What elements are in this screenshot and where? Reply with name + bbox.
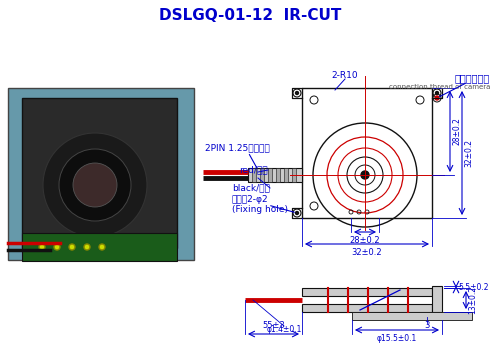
Circle shape bbox=[73, 163, 117, 207]
Circle shape bbox=[361, 171, 369, 179]
Bar bbox=[292, 168, 296, 182]
Text: 28±0.2: 28±0.2 bbox=[350, 236, 380, 245]
Text: black/黑线: black/黑线 bbox=[232, 183, 270, 193]
Bar bbox=[352, 312, 472, 320]
Bar bbox=[432, 286, 442, 312]
Bar bbox=[252, 168, 256, 182]
Text: 5.5±0.2: 5.5±0.2 bbox=[458, 282, 488, 291]
Text: (Fixing hole): (Fixing hole) bbox=[232, 206, 288, 215]
Circle shape bbox=[84, 244, 90, 250]
Bar bbox=[284, 168, 288, 182]
Text: φ15.5±0.1: φ15.5±0.1 bbox=[377, 334, 417, 343]
Circle shape bbox=[435, 96, 439, 100]
Bar bbox=[248, 168, 302, 182]
Text: 32±0.2: 32±0.2 bbox=[352, 248, 382, 257]
Text: 3: 3 bbox=[424, 321, 430, 331]
Bar bbox=[302, 304, 432, 312]
Text: 28±0.2: 28±0.2 bbox=[452, 118, 461, 145]
Bar bbox=[8, 88, 194, 260]
Text: red/红线: red/红线 bbox=[240, 166, 268, 175]
Bar bbox=[302, 288, 432, 296]
Circle shape bbox=[69, 244, 75, 250]
Text: connection thread of camera: connection thread of camera bbox=[388, 84, 490, 90]
Text: 32±0.2: 32±0.2 bbox=[464, 139, 473, 167]
Text: 镜头接驳螺纹: 镜头接驳螺纹 bbox=[455, 73, 490, 83]
Circle shape bbox=[39, 244, 45, 250]
Bar bbox=[302, 88, 432, 218]
Bar bbox=[276, 168, 280, 182]
Circle shape bbox=[296, 211, 298, 215]
Bar bbox=[260, 168, 264, 182]
Circle shape bbox=[436, 91, 438, 95]
Text: 2-R10: 2-R10 bbox=[332, 70, 358, 80]
Circle shape bbox=[99, 244, 105, 250]
Bar bbox=[22, 98, 177, 248]
Text: DSLGQ-01-12  IR-CUT: DSLGQ-01-12 IR-CUT bbox=[159, 8, 341, 23]
Bar bbox=[22, 233, 177, 261]
Circle shape bbox=[59, 149, 131, 221]
Text: φ1.4±0.1: φ1.4±0.1 bbox=[266, 325, 302, 335]
Text: 13±0.2: 13±0.2 bbox=[468, 286, 477, 314]
Bar bbox=[268, 168, 272, 182]
Text: 55±3: 55±3 bbox=[262, 321, 285, 330]
Circle shape bbox=[296, 91, 298, 95]
Circle shape bbox=[43, 133, 147, 237]
Text: 固定孔2-φ2: 固定孔2-φ2 bbox=[232, 195, 268, 205]
Text: 2PIN 1.25间距端子: 2PIN 1.25间距端子 bbox=[205, 143, 270, 153]
Circle shape bbox=[54, 244, 60, 250]
